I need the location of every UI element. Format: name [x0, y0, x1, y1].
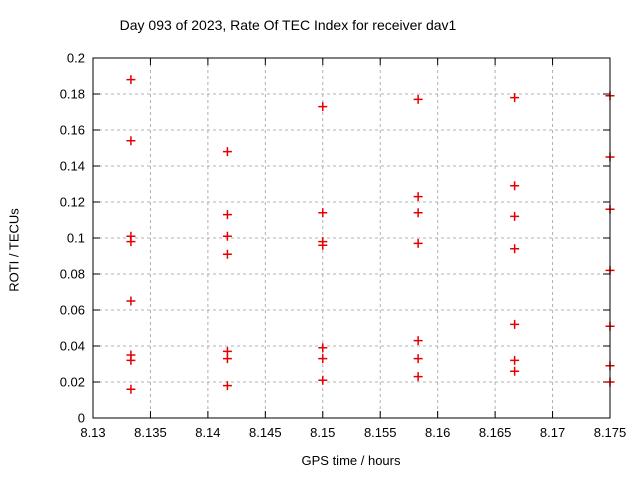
chart-title: Day 093 of 2023, Rate Of TEC Index for r… — [119, 17, 457, 33]
y-tick-label: 0.1 — [67, 231, 85, 246]
x-tick-label: 8.16 — [425, 425, 450, 440]
plot-border — [92, 57, 611, 419]
data-point-marker — [413, 94, 423, 104]
y-tick-label: 0 — [78, 411, 85, 426]
data-point-marker — [222, 381, 232, 391]
y-tick-label: 0.06 — [60, 303, 85, 318]
y-tick-label: 0.12 — [60, 195, 85, 210]
y-tick-label: 0.04 — [60, 339, 85, 354]
axis-ticks — [92, 57, 611, 419]
data-point-marker — [413, 238, 423, 248]
data-point-marker — [413, 192, 423, 202]
data-point-marker — [318, 343, 328, 353]
grid-lines — [93, 58, 610, 418]
data-point-marker — [318, 102, 328, 112]
data-point-marker — [510, 181, 520, 191]
data-point-marker — [222, 231, 232, 241]
data-point-marker — [126, 136, 136, 146]
data-point-marker — [413, 372, 423, 382]
data-point-marker — [318, 240, 328, 250]
data-point-marker — [510, 93, 520, 103]
data-point-marker — [413, 336, 423, 346]
data-point-marker — [510, 319, 520, 329]
data-point-marker — [126, 384, 136, 394]
data-point-marker — [318, 208, 328, 218]
y-axis-label: ROTI / TECUs — [6, 208, 22, 292]
data-point-marker — [222, 147, 232, 157]
data-point-marker — [222, 210, 232, 220]
y-tick-label: 0.2 — [67, 51, 85, 66]
x-tick-label: 8.155 — [364, 425, 397, 440]
x-tick-label: 8.175 — [594, 425, 627, 440]
data-point-marker — [510, 211, 520, 221]
data-point-marker — [126, 75, 136, 85]
x-axis-label: GPS time / hours — [301, 453, 401, 468]
x-tick-label: 8.135 — [134, 425, 167, 440]
y-tick-label: 0.08 — [60, 267, 85, 282]
y-tick-label: 0.18 — [60, 87, 85, 102]
x-tick-label: 8.145 — [249, 425, 282, 440]
x-tick-label: 8.14 — [195, 425, 220, 440]
y-tick-label: 0.02 — [60, 375, 85, 390]
y-tick-label: 0.16 — [60, 123, 85, 138]
x-tick-label: 8.13 — [80, 425, 105, 440]
y-tick-label: 0.14 — [60, 159, 85, 174]
data-point-marker — [222, 354, 232, 364]
data-point-marker — [222, 249, 232, 259]
tick-labels: 8.13 8.135 8.14 8.145 8.15 8.155 8.16 8.165 8.17… — [60, 51, 627, 441]
data-point-marker — [510, 366, 520, 376]
x-tick-label: 8.165 — [479, 425, 512, 440]
data-point-marker — [318, 354, 328, 364]
data-point-marker — [126, 296, 136, 306]
data-point-marker — [510, 244, 520, 254]
x-tick-label: 8.15 — [310, 425, 335, 440]
data-point-marker — [126, 355, 136, 365]
x-tick-label: 8.17 — [540, 425, 565, 440]
data-point-marker — [126, 237, 136, 247]
data-point-marker — [318, 375, 328, 385]
data-point-marker — [413, 354, 423, 364]
data-point-marker — [510, 355, 520, 365]
data-point-marker — [413, 208, 423, 218]
